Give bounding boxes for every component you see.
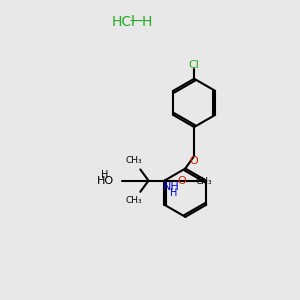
Text: H: H <box>101 170 108 180</box>
Text: H: H <box>142 15 152 29</box>
Text: O: O <box>177 176 186 186</box>
Text: CH₃: CH₃ <box>125 156 142 165</box>
Text: NH: NH <box>163 182 180 192</box>
Text: H: H <box>170 188 178 198</box>
Text: CH₃: CH₃ <box>125 196 142 205</box>
Text: CH₃: CH₃ <box>195 177 212 186</box>
Text: HO: HO <box>97 176 114 186</box>
Text: HCl: HCl <box>112 15 136 29</box>
Text: O: O <box>190 156 199 166</box>
Text: —: — <box>130 15 144 29</box>
Text: Cl: Cl <box>189 60 200 70</box>
